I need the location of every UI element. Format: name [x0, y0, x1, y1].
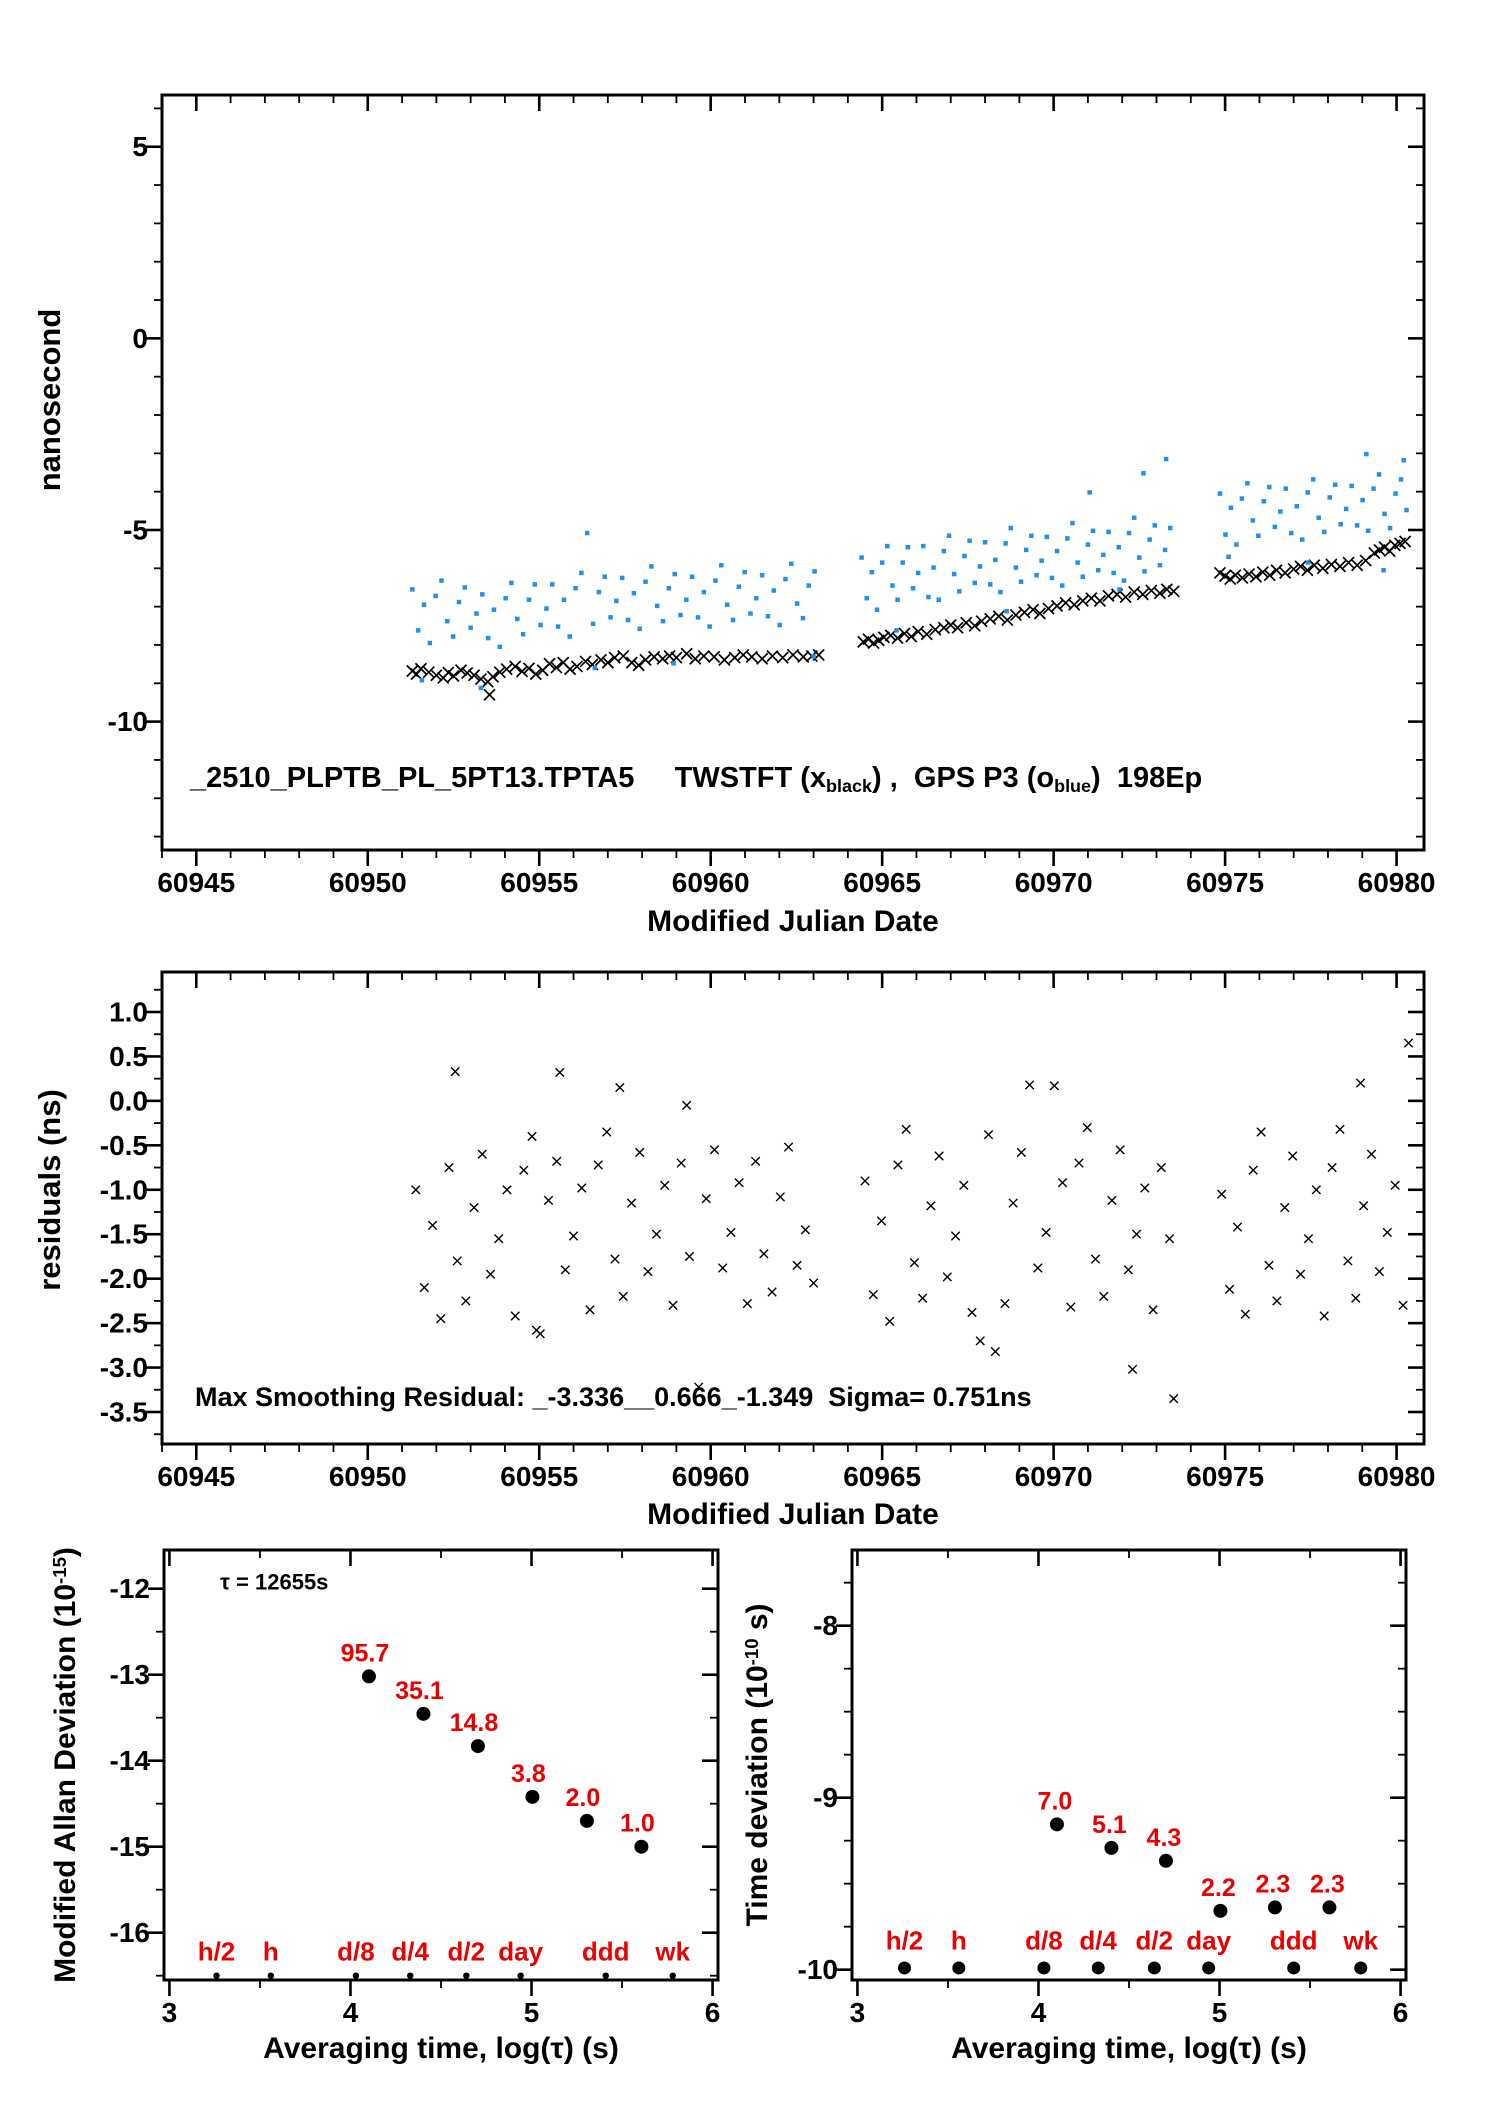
residuals-yaxis-title: residuals (ns)	[32, 1089, 67, 1291]
svg-text:4: 4	[1031, 1997, 1047, 2028]
mdev-xaxis-title: Averaging time, log(τ) (s)	[263, 2032, 619, 2065]
svg-text:60965: 60965	[843, 867, 921, 898]
residuals-xaxis-title: Modified Julian Date	[647, 1498, 939, 1531]
svg-text:-8: -8	[813, 1610, 838, 1641]
svg-text:-15: -15	[110, 1831, 150, 1862]
svg-text:1.0: 1.0	[109, 997, 148, 1028]
svg-text:0: 0	[132, 323, 148, 354]
svg-text:95.7: 95.7	[341, 1639, 390, 1667]
svg-text:-12: -12	[110, 1573, 150, 1604]
svg-text:35.1: 35.1	[395, 1677, 444, 1705]
top-chart-title: _2510_PLPTB_PL_5PT13.TPTA5 TWSTFT (xblac…	[190, 762, 1203, 797]
svg-text:60980: 60980	[1358, 1461, 1436, 1492]
svg-text:d/4: d/4	[391, 1937, 429, 1967]
svg-text:2.0: 2.0	[566, 1784, 601, 1812]
svg-text:d/2: d/2	[448, 1937, 486, 1967]
svg-text:60970: 60970	[1015, 867, 1093, 898]
svg-text:-16: -16	[110, 1917, 150, 1948]
svg-text:h: h	[951, 1925, 967, 1955]
svg-text:h/2: h/2	[198, 1937, 236, 1967]
svg-text:day: day	[1186, 1925, 1231, 1955]
svg-text:-2.5: -2.5	[100, 1308, 148, 1339]
svg-text:7.0: 7.0	[1038, 1787, 1073, 1815]
svg-text:5.1: 5.1	[1092, 1811, 1127, 1839]
svg-text:2.2: 2.2	[1201, 1874, 1236, 1902]
svg-text:60950: 60950	[329, 1461, 407, 1492]
tdev-chart: 3 4 5 6 -8 -9 -10 7.0 5.1 4.3 2.2 2.3 2.3 h/2 h d/8 d/4 d…	[798, 1548, 1409, 2028]
tdev-xaxis-title: Averaging time, log(τ) (s)	[951, 2032, 1307, 2065]
svg-text:-10: -10	[108, 706, 148, 737]
svg-text:1.0: 1.0	[620, 1810, 655, 1838]
svg-text:5: 5	[132, 131, 148, 162]
svg-text:60975: 60975	[1186, 1461, 1264, 1492]
svg-text:3: 3	[850, 1997, 866, 2028]
svg-text:ddd: ddd	[1270, 1925, 1318, 1955]
svg-text:60960: 60960	[672, 1461, 750, 1492]
svg-text:0.5: 0.5	[109, 1041, 148, 1072]
svg-text:-0.5: -0.5	[100, 1130, 148, 1161]
svg-text:-3.5: -3.5	[100, 1397, 148, 1428]
svg-text:d/8: d/8	[337, 1937, 375, 1967]
svg-text:5: 5	[524, 1997, 540, 2028]
residuals-annotation: Max Smoothing Residual: _-3.336__0.666_-…	[195, 1382, 1032, 1412]
svg-text:3: 3	[162, 1997, 178, 2028]
svg-text:6: 6	[705, 1997, 721, 2028]
svg-text:wk: wk	[654, 1937, 690, 1967]
svg-text:5: 5	[1212, 1997, 1228, 2028]
svg-text:60945: 60945	[157, 867, 235, 898]
svg-text:6: 6	[1393, 1997, 1409, 2028]
tdev-yaxis-title: Time deviation (10-10 s)	[740, 1603, 775, 1927]
svg-text:-1.0: -1.0	[100, 1174, 148, 1205]
svg-text:60950: 60950	[329, 867, 407, 898]
svg-text:60980: 60980	[1358, 867, 1436, 898]
time-series-chart: 60945 60950 60955 60960 60965 60970 60975 60980…	[108, 93, 1436, 898]
svg-text:-9: -9	[813, 1782, 838, 1813]
svg-text:60955: 60955	[500, 1461, 578, 1492]
svg-text:60955: 60955	[500, 867, 578, 898]
svg-text:day: day	[498, 1937, 543, 1967]
top-yaxis-title: nanosecond	[32, 308, 67, 492]
svg-text:2.3: 2.3	[1310, 1870, 1345, 1898]
svg-text:-3.0: -3.0	[100, 1352, 148, 1383]
svg-text:60970: 60970	[1015, 1461, 1093, 1492]
mdev-yaxis-title: Modified Allan Deviation (10-15)	[48, 1547, 83, 1983]
svg-text:-2.0: -2.0	[100, 1263, 148, 1294]
svg-text:-13: -13	[110, 1659, 150, 1690]
svg-text:60945: 60945	[157, 1461, 235, 1492]
svg-text:60965: 60965	[843, 1461, 921, 1492]
svg-text:h/2: h/2	[886, 1925, 924, 1955]
svg-text:ddd: ddd	[582, 1937, 630, 1967]
svg-text:d/2: d/2	[1136, 1925, 1174, 1955]
svg-text:0.0: 0.0	[109, 1085, 148, 1116]
svg-text:d/4: d/4	[1079, 1925, 1117, 1955]
svg-text:4.3: 4.3	[1147, 1824, 1182, 1852]
residuals-chart: 60945 60950 60955 60960 60965 60970 60975 60980…	[100, 970, 1436, 1492]
svg-text:-10: -10	[798, 1954, 838, 1985]
svg-text:60960: 60960	[672, 867, 750, 898]
top-xaxis-title: Modified Julian Date	[647, 905, 939, 938]
svg-text:h: h	[263, 1937, 279, 1967]
svg-text:τ = 12655s: τ = 12655s	[220, 1569, 328, 1594]
svg-text:-1.5: -1.5	[100, 1219, 148, 1250]
svg-text:2.3: 2.3	[1256, 1870, 1291, 1898]
svg-text:14.8: 14.8	[450, 1709, 499, 1737]
svg-text:-14: -14	[110, 1745, 151, 1776]
svg-text:wk: wk	[1342, 1925, 1378, 1955]
svg-text:d/8: d/8	[1025, 1925, 1063, 1955]
mdev-chart: 3 4 5 6 -12 -13 -14 -15 -16 95.735.114.8 3.8 2.0 1.0…	[110, 1548, 721, 2028]
svg-text:3.8: 3.8	[511, 1760, 546, 1788]
svg-text:4: 4	[343, 1997, 359, 2028]
svg-text:-5: -5	[123, 514, 148, 545]
svg-text:60975: 60975	[1186, 867, 1264, 898]
